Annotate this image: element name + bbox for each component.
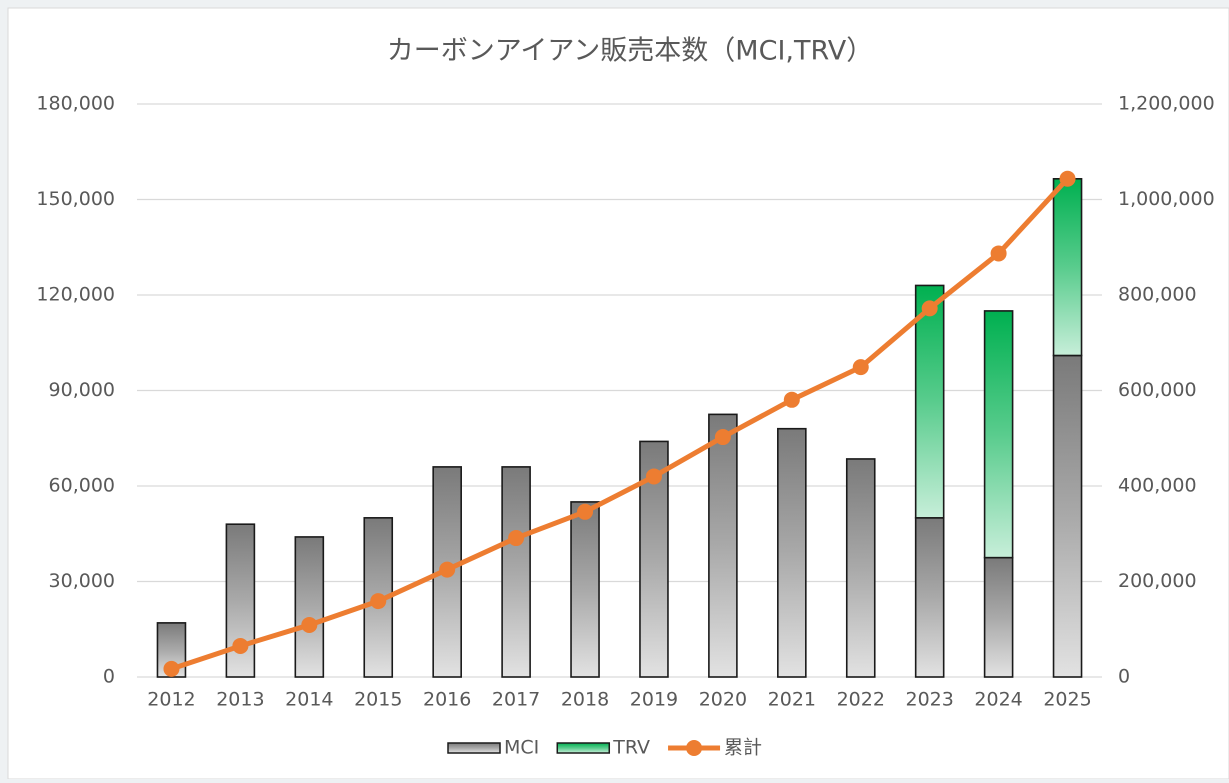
line-point <box>921 300 938 317</box>
legend-swatch <box>556 742 611 754</box>
bar <box>1052 178 1083 357</box>
bar <box>777 427 807 678</box>
x-tick-label: 2016 <box>423 689 471 711</box>
bar <box>570 501 600 678</box>
line-point <box>645 468 662 485</box>
line <box>170 177 1070 672</box>
y-tick-label: 60,000 <box>49 475 115 497</box>
line-point <box>370 593 387 610</box>
x-tick-label: 2022 <box>837 689 885 711</box>
legend-label: TRV <box>612 737 650 759</box>
bar <box>914 517 945 678</box>
line-point <box>301 616 318 633</box>
chart-title: カーボンアイアン販売本数（MCI,TRV） <box>387 36 874 67</box>
bar <box>225 523 256 678</box>
y-tick-label: 120,000 <box>36 284 115 306</box>
x-tick-label: 2018 <box>561 689 609 711</box>
line-point <box>783 391 800 408</box>
y-tick-label: 180,000 <box>36 93 115 115</box>
bar <box>983 310 1014 559</box>
line-point <box>1059 170 1076 187</box>
y2-tick-label: 1,200,000 <box>1118 93 1215 115</box>
y-tick-label: 90,000 <box>49 379 115 401</box>
y2-tick-label: 600,000 <box>1118 379 1197 401</box>
bar <box>294 536 325 678</box>
y2-tick-label: 1,000,000 <box>1118 188 1215 210</box>
line-point <box>577 503 594 520</box>
legend-swatch <box>447 742 501 754</box>
line-point <box>990 245 1007 262</box>
y2-tick-label: 200,000 <box>1118 570 1197 592</box>
y2-tick-label: 0 <box>1118 666 1130 688</box>
bar <box>845 458 876 678</box>
x-tick-label: 2023 <box>905 689 953 711</box>
x-tick-label: 2014 <box>285 689 333 711</box>
chart-area <box>7 7 1229 780</box>
line-point <box>163 660 180 677</box>
x-tick-label: 2021 <box>768 689 816 711</box>
y2-tick-label: 400,000 <box>1118 475 1197 497</box>
bar <box>708 413 738 678</box>
legend-swatch-dot <box>686 740 703 756</box>
line-point <box>232 637 249 654</box>
y-tick-label: 150,000 <box>36 188 115 210</box>
x-tick-label: 2025 <box>1043 689 1091 711</box>
x-tick-label: 2013 <box>216 689 264 711</box>
x-tick-label: 2019 <box>630 689 678 711</box>
x-tick-label: 2015 <box>354 689 402 711</box>
legend-label: 累計 <box>724 737 762 759</box>
y-tick-label: 30,000 <box>49 570 115 592</box>
bar <box>1052 354 1083 678</box>
line-point <box>508 530 525 547</box>
x-tick-label: 2020 <box>699 689 747 711</box>
bar <box>501 466 531 678</box>
y2-tick-label: 800,000 <box>1118 284 1197 306</box>
bar <box>983 556 1014 678</box>
x-tick-label: 2017 <box>492 689 540 711</box>
x-tick-label: 2024 <box>974 689 1022 711</box>
legend-label: MCI <box>504 737 539 759</box>
bar <box>914 284 945 519</box>
line-point <box>714 429 731 446</box>
line-point <box>852 359 869 376</box>
y-tick-label: 0 <box>103 666 115 688</box>
x-tick-label: 2012 <box>147 689 195 711</box>
line-point <box>439 561 456 578</box>
